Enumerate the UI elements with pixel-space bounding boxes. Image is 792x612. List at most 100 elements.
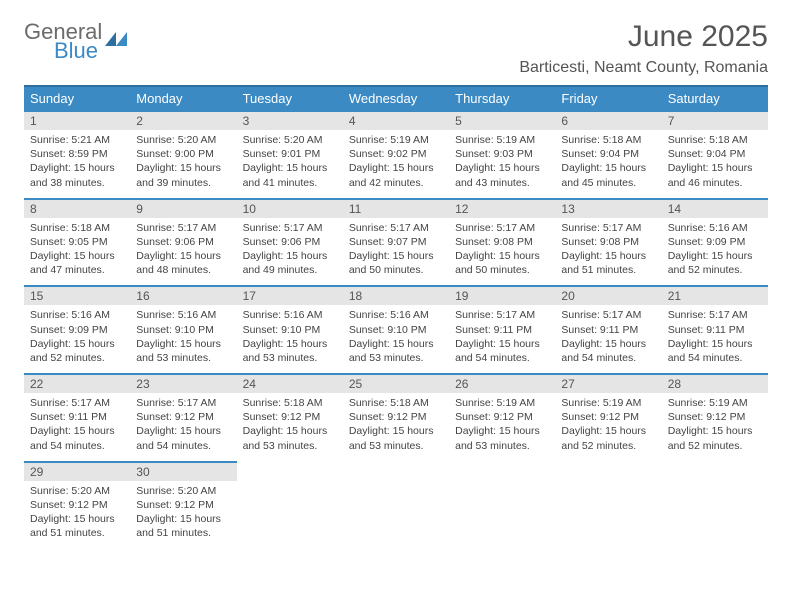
day-number: 27 [555, 375, 661, 393]
day-details: Sunrise: 5:19 AMSunset: 9:12 PMDaylight:… [449, 393, 555, 461]
calendar-day-cell [237, 462, 343, 549]
weekday-header: Friday [555, 86, 661, 111]
day-details: Sunrise: 5:18 AMSunset: 9:12 PMDaylight:… [343, 393, 449, 461]
month-title: June 2025 [519, 20, 768, 53]
day-details: Sunrise: 5:17 AMSunset: 9:11 PMDaylight:… [449, 305, 555, 373]
calendar-day-cell: 6Sunrise: 5:18 AMSunset: 9:04 PMDaylight… [555, 111, 661, 199]
day-number: 4 [343, 112, 449, 130]
calendar-day-cell [555, 462, 661, 549]
calendar-grid: Sunday Monday Tuesday Wednesday Thursday… [24, 85, 768, 548]
day-details: Sunrise: 5:16 AMSunset: 9:10 PMDaylight:… [343, 305, 449, 373]
calendar-day-cell: 20Sunrise: 5:17 AMSunset: 9:11 PMDayligh… [555, 286, 661, 374]
calendar-day-cell: 11Sunrise: 5:17 AMSunset: 9:07 PMDayligh… [343, 199, 449, 287]
day-number: 5 [449, 112, 555, 130]
calendar-day-cell: 13Sunrise: 5:17 AMSunset: 9:08 PMDayligh… [555, 199, 661, 287]
day-details: Sunrise: 5:19 AMSunset: 9:03 PMDaylight:… [449, 130, 555, 198]
day-number: 10 [237, 200, 343, 218]
calendar-day-cell: 21Sunrise: 5:17 AMSunset: 9:11 PMDayligh… [662, 286, 768, 374]
calendar-day-cell: 29Sunrise: 5:20 AMSunset: 9:12 PMDayligh… [24, 462, 130, 549]
calendar-week-row: 1Sunrise: 5:21 AMSunset: 8:59 PMDaylight… [24, 111, 768, 199]
day-details: Sunrise: 5:20 AMSunset: 9:01 PMDaylight:… [237, 130, 343, 198]
weekday-header-row: Sunday Monday Tuesday Wednesday Thursday… [24, 86, 768, 111]
day-number: 26 [449, 375, 555, 393]
day-number: 19 [449, 287, 555, 305]
day-details: Sunrise: 5:16 AMSunset: 9:10 PMDaylight:… [130, 305, 236, 373]
day-number: 29 [24, 463, 130, 481]
day-number: 18 [343, 287, 449, 305]
day-number: 28 [662, 375, 768, 393]
calendar-day-cell: 30Sunrise: 5:20 AMSunset: 9:12 PMDayligh… [130, 462, 236, 549]
calendar-week-row: 29Sunrise: 5:20 AMSunset: 9:12 PMDayligh… [24, 462, 768, 549]
day-number: 13 [555, 200, 661, 218]
day-details: Sunrise: 5:19 AMSunset: 9:02 PMDaylight:… [343, 130, 449, 198]
day-number: 11 [343, 200, 449, 218]
calendar-day-cell: 3Sunrise: 5:20 AMSunset: 9:01 PMDaylight… [237, 111, 343, 199]
calendar-day-cell [449, 462, 555, 549]
day-number: 30 [130, 463, 236, 481]
calendar-day-cell [343, 462, 449, 549]
day-details: Sunrise: 5:16 AMSunset: 9:09 PMDaylight:… [24, 305, 130, 373]
calendar-day-cell: 9Sunrise: 5:17 AMSunset: 9:06 PMDaylight… [130, 199, 236, 287]
calendar-day-cell: 17Sunrise: 5:16 AMSunset: 9:10 PMDayligh… [237, 286, 343, 374]
weekday-header: Wednesday [343, 86, 449, 111]
calendar-week-row: 15Sunrise: 5:16 AMSunset: 9:09 PMDayligh… [24, 286, 768, 374]
day-number: 6 [555, 112, 661, 130]
calendar-day-cell: 28Sunrise: 5:19 AMSunset: 9:12 PMDayligh… [662, 374, 768, 462]
calendar-day-cell: 12Sunrise: 5:17 AMSunset: 9:08 PMDayligh… [449, 199, 555, 287]
day-details: Sunrise: 5:18 AMSunset: 9:04 PMDaylight:… [555, 130, 661, 198]
calendar-day-cell: 27Sunrise: 5:19 AMSunset: 9:12 PMDayligh… [555, 374, 661, 462]
calendar-day-cell: 14Sunrise: 5:16 AMSunset: 9:09 PMDayligh… [662, 199, 768, 287]
day-details: Sunrise: 5:17 AMSunset: 9:12 PMDaylight:… [130, 393, 236, 461]
weekday-header: Tuesday [237, 86, 343, 111]
calendar-day-cell: 5Sunrise: 5:19 AMSunset: 9:03 PMDaylight… [449, 111, 555, 199]
calendar-day-cell: 1Sunrise: 5:21 AMSunset: 8:59 PMDaylight… [24, 111, 130, 199]
day-number: 22 [24, 375, 130, 393]
day-number: 17 [237, 287, 343, 305]
day-number: 3 [237, 112, 343, 130]
day-details: Sunrise: 5:17 AMSunset: 9:06 PMDaylight:… [130, 218, 236, 286]
day-details: Sunrise: 5:16 AMSunset: 9:09 PMDaylight:… [662, 218, 768, 286]
calendar-day-cell: 4Sunrise: 5:19 AMSunset: 9:02 PMDaylight… [343, 111, 449, 199]
day-number: 25 [343, 375, 449, 393]
day-number: 20 [555, 287, 661, 305]
calendar-day-cell: 18Sunrise: 5:16 AMSunset: 9:10 PMDayligh… [343, 286, 449, 374]
title-block: June 2025 Barticesti, Neamt County, Roma… [519, 20, 768, 77]
calendar-day-cell: 22Sunrise: 5:17 AMSunset: 9:11 PMDayligh… [24, 374, 130, 462]
day-number: 2 [130, 112, 236, 130]
day-number: 7 [662, 112, 768, 130]
day-number: 14 [662, 200, 768, 218]
weekday-header: Saturday [662, 86, 768, 111]
calendar-day-cell: 19Sunrise: 5:17 AMSunset: 9:11 PMDayligh… [449, 286, 555, 374]
calendar-day-cell: 15Sunrise: 5:16 AMSunset: 9:09 PMDayligh… [24, 286, 130, 374]
calendar-week-row: 8Sunrise: 5:18 AMSunset: 9:05 PMDaylight… [24, 199, 768, 287]
calendar-day-cell: 7Sunrise: 5:18 AMSunset: 9:04 PMDaylight… [662, 111, 768, 199]
calendar-day-cell [662, 462, 768, 549]
day-details: Sunrise: 5:18 AMSunset: 9:05 PMDaylight:… [24, 218, 130, 286]
brand-part2: Blue [54, 39, 128, 62]
weekday-header: Thursday [449, 86, 555, 111]
calendar-day-cell: 23Sunrise: 5:17 AMSunset: 9:12 PMDayligh… [130, 374, 236, 462]
day-number: 24 [237, 375, 343, 393]
day-details: Sunrise: 5:17 AMSunset: 9:11 PMDaylight:… [24, 393, 130, 461]
day-number: 12 [449, 200, 555, 218]
calendar-day-cell: 8Sunrise: 5:18 AMSunset: 9:05 PMDaylight… [24, 199, 130, 287]
day-details: Sunrise: 5:18 AMSunset: 9:12 PMDaylight:… [237, 393, 343, 461]
day-details: Sunrise: 5:21 AMSunset: 8:59 PMDaylight:… [24, 130, 130, 198]
day-number: 21 [662, 287, 768, 305]
day-details: Sunrise: 5:20 AMSunset: 9:00 PMDaylight:… [130, 130, 236, 198]
day-number: 15 [24, 287, 130, 305]
day-number: 1 [24, 112, 130, 130]
calendar-day-cell: 25Sunrise: 5:18 AMSunset: 9:12 PMDayligh… [343, 374, 449, 462]
day-details: Sunrise: 5:17 AMSunset: 9:11 PMDaylight:… [662, 305, 768, 373]
day-details: Sunrise: 5:20 AMSunset: 9:12 PMDaylight:… [24, 481, 130, 549]
day-details: Sunrise: 5:18 AMSunset: 9:04 PMDaylight:… [662, 130, 768, 198]
day-details: Sunrise: 5:17 AMSunset: 9:08 PMDaylight:… [449, 218, 555, 286]
day-details: Sunrise: 5:19 AMSunset: 9:12 PMDaylight:… [662, 393, 768, 461]
day-details: Sunrise: 5:17 AMSunset: 9:07 PMDaylight:… [343, 218, 449, 286]
day-details: Sunrise: 5:16 AMSunset: 9:10 PMDaylight:… [237, 305, 343, 373]
location-text: Barticesti, Neamt County, Romania [519, 59, 768, 77]
header: GeneralBlue June 2025 Barticesti, Neamt … [24, 20, 768, 77]
calendar-day-cell: 10Sunrise: 5:17 AMSunset: 9:06 PMDayligh… [237, 199, 343, 287]
day-number: 9 [130, 200, 236, 218]
day-number: 23 [130, 375, 236, 393]
